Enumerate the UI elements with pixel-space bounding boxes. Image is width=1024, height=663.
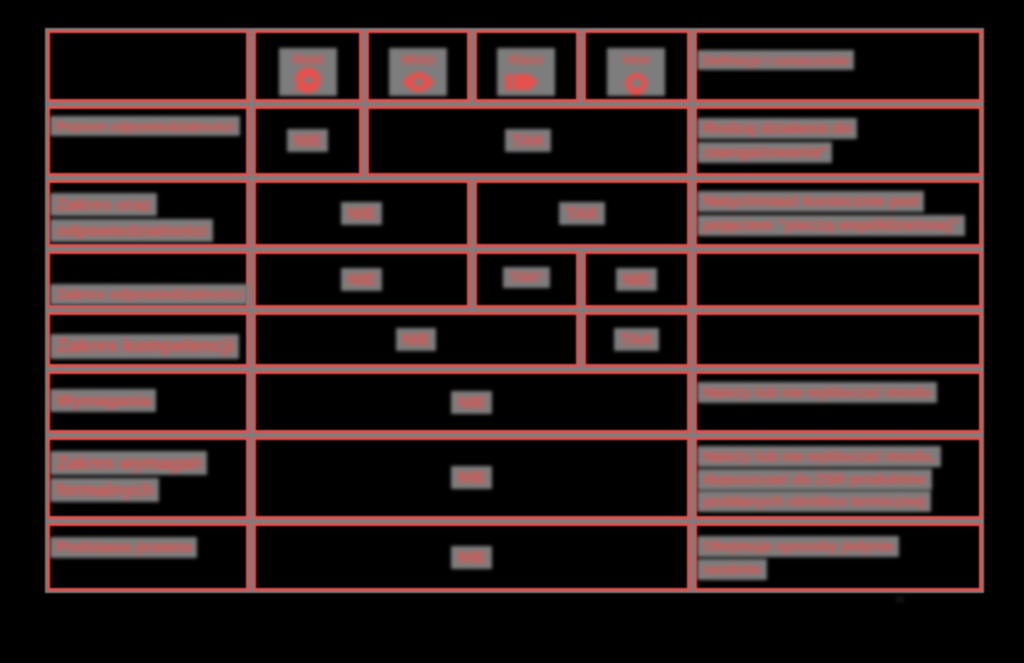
svg-text:Inne: Inne xyxy=(623,52,650,67)
svg-text:Robi: Robi xyxy=(292,51,323,67)
svg-text:Klucz: Klucz xyxy=(509,52,544,67)
svg-text:Widzi: Widzi xyxy=(401,52,435,67)
